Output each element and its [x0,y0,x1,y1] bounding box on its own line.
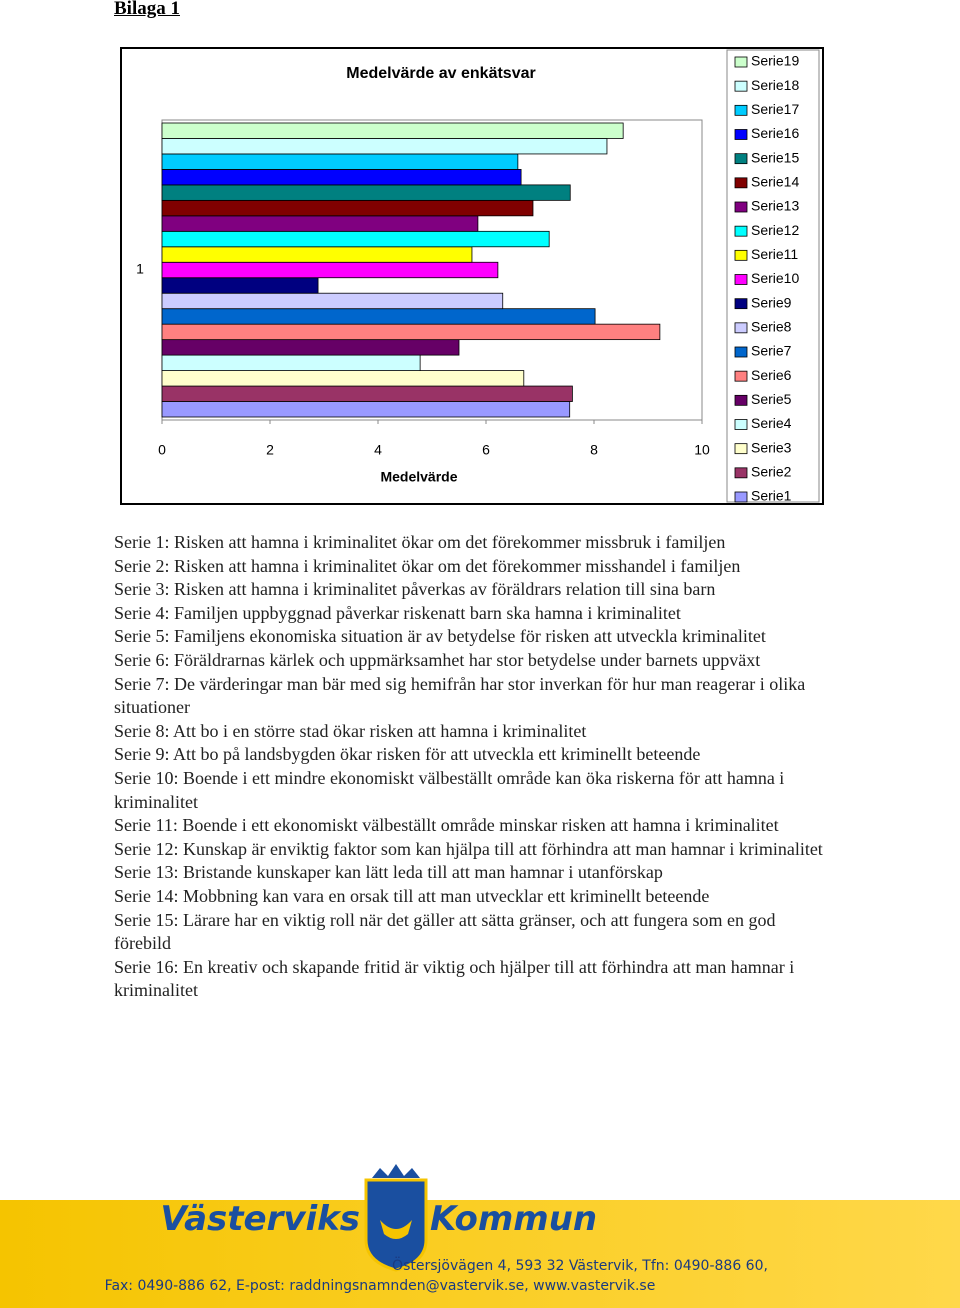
legend-label: Serie17 [751,101,799,117]
bar [161,153,519,170]
legend-label: Serie16 [751,125,799,141]
legend-swatch [734,129,748,140]
logo-ship [380,1220,412,1239]
x-axis-title: Medelvärde [380,469,457,485]
descriptions: Serie 1: Risken att hamna i kriminalitet… [114,531,824,1003]
description: Serie 12: Kunskap är enviktig faktor som… [114,838,823,859]
bar [161,370,525,387]
legend-label: Serie12 [751,222,799,238]
x-tick-label: 2 [266,442,274,458]
legend-swatch [734,298,748,310]
description: Serie 6: Föräldrarnas kärlek och uppmärk… [114,649,761,670]
legend-swatch [734,80,748,92]
bar [161,230,550,248]
bar [161,246,473,263]
legend-swatch [734,274,748,285]
legend-label: Serie7 [751,343,792,359]
description: Serie 13: Bristande kunskaper kan lätt l… [114,862,663,883]
chart-title: Medelvärde av enkätsvar [346,65,535,82]
bar [161,184,571,201]
legend-swatch [734,491,748,503]
legend-swatch [734,153,748,165]
legend-label: Serie1 [751,488,792,504]
bar [161,401,571,418]
legend-swatch [734,225,748,237]
bar [161,122,624,139]
x-tick-label: 10 [694,442,710,458]
bar [161,385,573,402]
bar [161,277,319,294]
legend-swatch [734,346,748,358]
description: Serie 8: Att bo i en större stad ökar ri… [114,720,587,741]
x-tick-label: 8 [590,442,598,458]
legend-label: Serie6 [751,367,792,383]
description: Serie 9: Att bo på landsbygden ökar risk… [114,744,701,765]
legend-swatch [734,249,748,261]
bar [161,199,534,217]
footer: Västerviks Kommun Östersjövägen 4, 593 3… [0,1164,960,1308]
legend-swatch [734,419,748,430]
bar [161,261,499,279]
bar [161,339,460,356]
legend-label: Serie8 [751,319,792,335]
bar [161,138,608,155]
legend-label: Serie2 [751,464,792,480]
legend-label: Serie10 [751,270,799,286]
bar [161,169,522,186]
bar [161,292,504,310]
legend-label: Serie13 [751,198,799,214]
x-tick-label: 4 [374,442,382,458]
description: Serie 11: Boende i ett ekonomiskt välbes… [114,815,779,836]
chart: Medelvärde av enkätsvar Medelvärde 0 2 4 6 8… [120,47,824,505]
legend-label: Serie19 [751,53,799,69]
x-tick-label: 6 [482,442,490,458]
address: Östersjövägen 4, 593 32 Västervik, Tfn: … [392,1256,768,1274]
legend-label: Serie15 [751,149,799,165]
legend-swatch [734,322,748,334]
org-name: Västerviks [160,1199,360,1239]
description: Serie 1: Risken att hamna i kriminalitet… [114,532,726,552]
org-name: Kommun [430,1199,597,1239]
legend-swatch [734,201,748,213]
description: Serie 10: Boende i ett mindre ekonomiskt… [114,767,785,812]
address: Fax: 0490-886 62, E-post: raddningsnamnd… [105,1278,656,1294]
bar [161,354,421,371]
footer-band [0,1200,960,1308]
legend-swatch [734,56,748,68]
legend-swatch [734,443,748,455]
x-tick-label: 0 [158,442,166,458]
legend-label: Serie5 [751,391,792,407]
heading: Bilaga 1 [114,0,180,19]
legend-swatch [734,104,748,116]
legend-label: Serie11 [751,246,798,262]
legend-swatch [734,394,748,406]
description: Serie 5: Familjens ekonomiska situation … [114,626,766,647]
legend-label: Serie9 [751,294,792,310]
legend-label: Serie3 [751,439,792,455]
legend-label: Serie14 [751,174,799,190]
description: Serie 4: Familjen uppbyggnad påverkar ri… [114,602,681,623]
legend-label: Serie18 [751,77,799,93]
legend-label: Serie4 [751,415,792,431]
description: Serie 14: Mobbning kan vara en orsak til… [114,885,710,906]
bar [161,323,661,341]
bar [161,308,596,325]
description: Serie 16: En kreativ och skapande fritid… [114,956,795,1001]
logo-shield [364,1178,428,1272]
y-tick-label: 1 [136,261,144,277]
legend-swatch [734,370,748,382]
description: Serie 3: Risken att hamna i kriminalitet… [114,579,716,600]
legend-swatch [734,177,748,189]
logo-crown [372,1164,420,1178]
description: Serie 2: Risken att hamna i kriminalitet… [114,555,741,576]
legend-swatch [734,467,748,479]
bar [161,215,479,232]
description: Serie 15: Lärare har en viktig roll när … [114,909,776,954]
description: Serie 7: De värderingar man bär med sig … [114,673,806,718]
